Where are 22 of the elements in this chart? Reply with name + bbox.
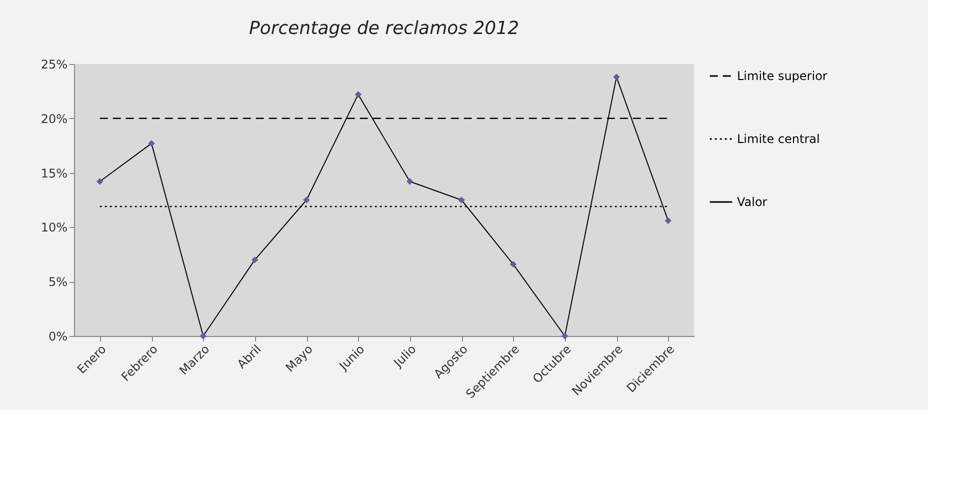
point <box>561 332 568 340</box>
point <box>148 140 155 147</box>
point <box>96 178 104 185</box>
legend-label: Limite superior <box>737 69 828 83</box>
point <box>613 74 620 80</box>
point <box>251 256 258 264</box>
y-tick-label: 15% <box>40 166 68 180</box>
point <box>458 196 465 204</box>
point <box>303 196 310 204</box>
y-tick-label: 0% <box>48 330 68 344</box>
legend-label: Limite central <box>737 132 820 146</box>
legend-label: Valor <box>737 195 768 209</box>
point <box>200 332 207 340</box>
y-tick-label: 25% <box>40 58 68 72</box>
point <box>510 260 517 268</box>
point <box>354 91 362 98</box>
y-tick-label: 10% <box>40 220 68 235</box>
point <box>406 178 414 185</box>
chart-title: Porcentage de reclamos 2012 <box>248 18 520 39</box>
point <box>664 217 672 224</box>
y-tick-label: 20% <box>40 112 68 126</box>
y-tick-label: 5% <box>48 275 68 290</box>
